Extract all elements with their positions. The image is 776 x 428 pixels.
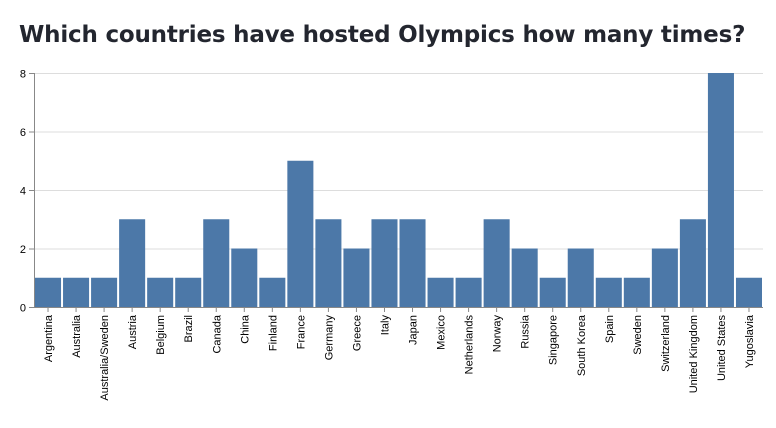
bar-france[interactable] [287, 160, 314, 307]
bar-australia-sweden[interactable] [91, 277, 118, 307]
bar-germany[interactable] [315, 219, 342, 307]
x-tick-label: Netherlands [464, 315, 476, 375]
x-tick-label: Switzerland [660, 315, 672, 372]
x-tick-label: Japan [408, 315, 420, 345]
x-tick-label: Australia [71, 314, 83, 358]
y-tick-label: 6 [20, 127, 26, 139]
x-tick-label: China [239, 314, 251, 344]
bar-belgium[interactable] [147, 277, 174, 307]
bars [35, 73, 762, 307]
bar-china[interactable] [231, 248, 258, 308]
y-tick-label: 4 [20, 186, 26, 198]
bar-australia[interactable] [63, 277, 90, 307]
x-tick-label: Italy [379, 315, 391, 336]
bar-argentina[interactable] [35, 277, 62, 307]
bar-switzerland[interactable] [651, 248, 678, 308]
bar-mexico[interactable] [427, 277, 454, 307]
y-tick-label: 2 [20, 244, 26, 256]
x-tick-label: Russia [520, 314, 532, 349]
bar-norway[interactable] [483, 219, 510, 307]
bar-russia[interactable] [511, 248, 538, 308]
x-tick-label: Singapore [548, 315, 560, 365]
y-tick-label: 8 [20, 69, 26, 81]
bar-south-korea[interactable] [567, 248, 594, 308]
x-tick-label: Canada [211, 314, 223, 353]
bar-united-states[interactable] [707, 73, 734, 307]
bar-yugoslavia[interactable] [735, 277, 762, 307]
bar-finland[interactable] [259, 277, 286, 307]
bar-austria[interactable] [119, 219, 146, 307]
bar-sweden[interactable] [623, 277, 650, 307]
x-tick-label: Belgium [155, 315, 167, 355]
x-tick-label: Sweden [632, 315, 644, 355]
x-tick-label: Finland [267, 315, 279, 351]
x-tick-label: Mexico [436, 315, 448, 350]
x-tick-label: United Kingdom [688, 315, 700, 393]
x-tick-label: Spain [604, 315, 616, 343]
x-tick-label: Argentina [43, 314, 55, 362]
y-axis: 0 2 4 6 8 [20, 69, 35, 315]
bar-spain[interactable] [595, 277, 622, 307]
bar-brazil[interactable] [175, 277, 202, 307]
bar-singapore[interactable] [539, 277, 566, 307]
bar-italy[interactable] [371, 219, 398, 307]
bar-netherlands[interactable] [455, 277, 482, 307]
x-tick-label: United States [716, 315, 728, 382]
x-tick-label: Brazil [183, 315, 195, 343]
bar-canada[interactable] [203, 219, 230, 307]
y-tick-label: 0 [20, 303, 26, 315]
x-tick-label: Germany [323, 315, 335, 361]
x-axis: Argentina Australia Australia/Sweden Austri… [34, 307, 763, 401]
x-tick-label: Yugoslavia [744, 314, 756, 368]
chart-title: Which countries have hosted Olympics how… [19, 22, 746, 48]
bar-united-kingdom[interactable] [679, 219, 706, 307]
x-tick-label: Austria [127, 314, 139, 349]
bar-greece[interactable] [343, 248, 370, 308]
x-tick-label: Norway [492, 315, 504, 353]
x-tick-label: France [295, 315, 307, 349]
x-tick-label: South Korea [576, 314, 588, 376]
x-tick-label: Australia/Sweden [99, 315, 111, 401]
x-tick-label: Greece [351, 315, 363, 351]
bar-japan[interactable] [399, 219, 426, 307]
